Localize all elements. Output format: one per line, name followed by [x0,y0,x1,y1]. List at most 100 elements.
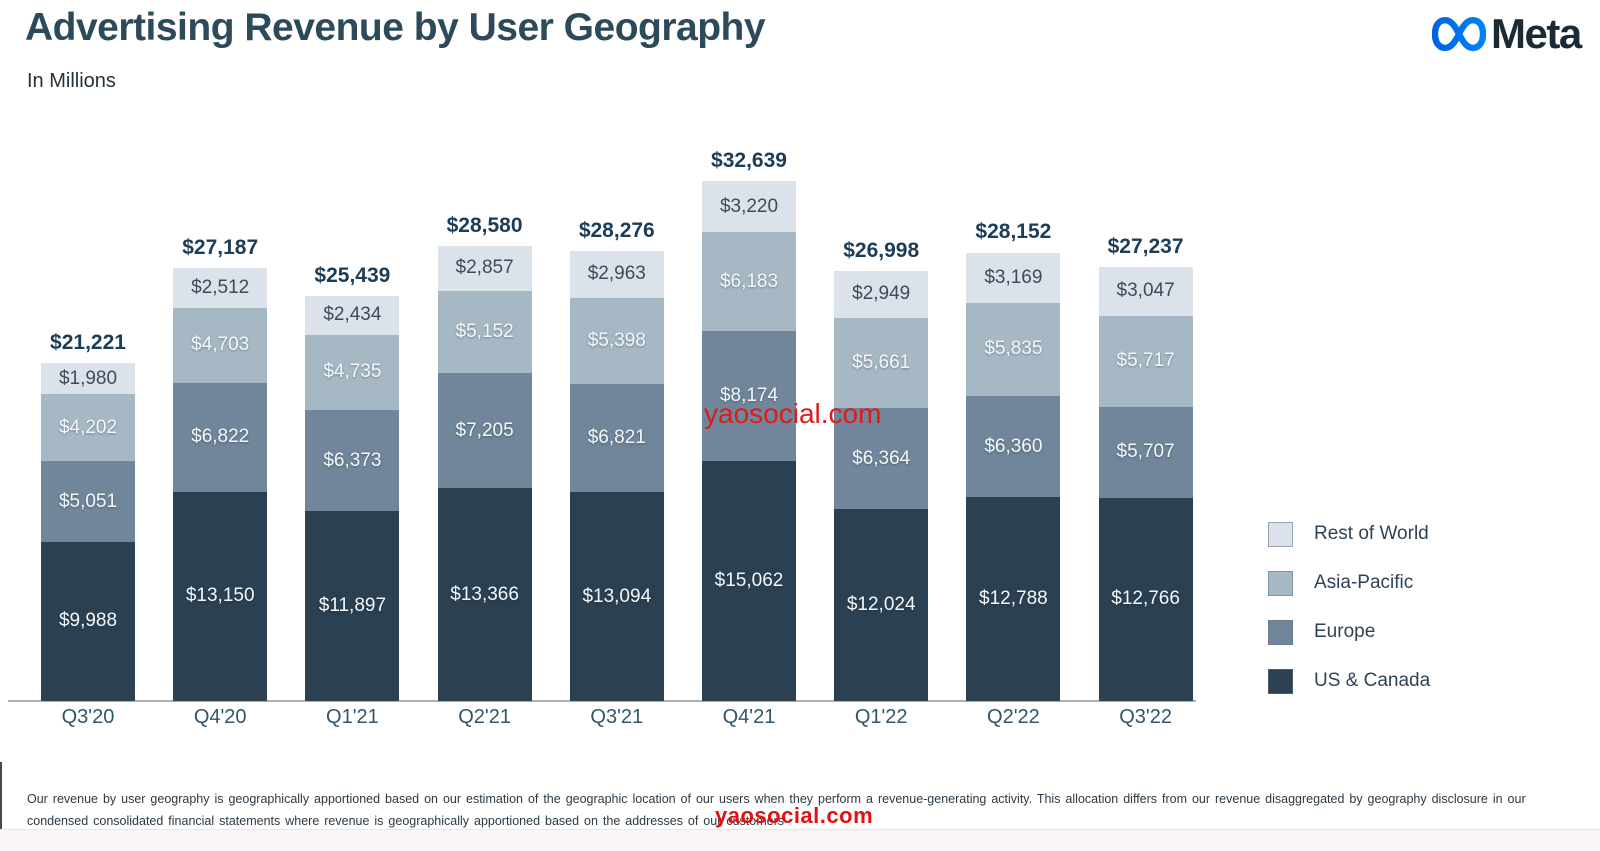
segment-value-label: $11,897 [318,595,387,617]
bar-total-label: $25,439 [314,263,391,287]
bar-segment-rest-of-world: $3,169 [966,252,1061,303]
bar-total-label: $28,580 [446,213,523,237]
segment-value-label: $9,988 [58,610,118,632]
bar-segment-rest-of-world: $2,434 [305,295,400,335]
legend: Rest of World Asia-Pacific Europe US & Cana… [1268,521,1430,717]
bar-segment-europe: $6,360 [966,395,1061,498]
left-edge-line [0,762,2,829]
meta-logo: Meta [1432,10,1582,57]
legend-item: Rest of World [1268,521,1430,547]
bar-total-label: $28,152 [975,220,1052,244]
legend-swatch [1268,668,1293,694]
segment-value-label: $5,661 [852,351,911,373]
x-axis-label: Q3'22 [1119,706,1172,728]
segment-value-label: $3,169 [984,266,1043,288]
bar-segment-europe: $6,364 [834,408,929,510]
segment-value-label: $5,398 [587,329,646,351]
x-axis-label: Q2'21 [458,706,511,728]
bar-total-label: $27,187 [182,235,259,259]
page-title: Advertising Revenue by User Geography [25,6,766,49]
segment-value-label: $15,062 [714,570,784,592]
bar-segment-rest-of-world: $3,220 [702,181,796,233]
legend-swatch [1268,570,1293,596]
segment-value-label: $5,051 [58,490,118,512]
segment-value-label: $4,735 [323,361,382,383]
bar-segment-europe: $6,822 [173,382,268,492]
bar-total-label: $27,237 [1107,235,1184,259]
bar-segment-rest-of-world: $2,963 [569,250,664,298]
segment-value-label: $1,980 [58,367,118,389]
watermark-center: yaosocial.com [704,398,882,429]
segment-value-label: $7,205 [455,419,514,441]
bar-segment-europe: $6,821 [569,383,664,493]
x-axis-label: Q4'21 [722,706,776,728]
bar-segment-rest-of-world: $2,512 [173,267,268,308]
segment-value-label: $13,094 [582,585,652,607]
segment-value-label: $6,360 [984,435,1043,457]
legend-item: Europe [1268,619,1430,645]
bar-segment-europe: $6,373 [305,409,400,512]
bar-segment-us-canada: $13,150 [173,491,268,701]
bar-segment-us-canada: $9,988 [41,541,135,701]
segment-value-label: $13,366 [450,583,519,605]
bar-segment-us-canada: $12,788 [966,497,1061,701]
bar-total-label: $28,276 [578,218,655,242]
segment-value-label: $6,821 [587,427,646,449]
bar-total-label: $26,998 [843,238,920,262]
x-axis-label: Q3'21 [590,706,644,728]
segment-value-label: $2,512 [191,276,250,298]
segment-value-label: $5,707 [1116,441,1175,463]
bar-segment-europe: $7,205 [437,373,532,489]
legend-swatch [1268,619,1293,645]
segment-value-label: $5,835 [984,338,1043,360]
segment-value-label: $2,963 [587,263,646,285]
page-subtitle: In Millions [27,70,116,92]
bar-segment-asia-pacific: $4,703 [173,307,268,383]
bar-segment-asia-pacific: $5,717 [1098,315,1193,407]
bar-segment-europe: $8,174 [702,330,796,462]
segment-value-label: $12,788 [979,588,1048,610]
bar-segment-europe: $5,051 [41,461,135,542]
bar-segment-us-canada: $12,766 [1098,497,1193,701]
bar-segment-asia-pacific: $5,398 [569,297,664,384]
bar-segment-rest-of-world: $3,047 [1098,267,1193,316]
footnote-line-2: condensed consolidated financial stateme… [27,813,784,828]
segment-value-label: $2,949 [852,283,911,305]
x-axis-label: Q1'21 [326,706,379,728]
x-axis-label: Q3'20 [61,706,115,728]
bar-segment-us-canada: $13,094 [569,492,664,701]
segment-value-label: $5,152 [455,321,514,343]
x-axis-label: Q1'22 [854,706,908,728]
segment-value-label: $8,174 [719,384,779,406]
bar-segment-rest-of-world: $2,949 [834,270,929,318]
bar-segment-asia-pacific: $5,661 [834,317,929,409]
segment-value-label: $6,364 [852,447,911,469]
bar-segment-asia-pacific: $5,835 [966,302,1061,396]
bar-segment-asia-pacific: $6,183 [702,232,796,331]
segment-value-label: $5,717 [1116,350,1175,372]
x-axis-line [8,700,1196,702]
legend-swatch [1268,521,1293,547]
bar-segment-us-canada: $15,062 [702,461,796,701]
legend-label: US & Canada [1314,670,1431,691]
legend-item: US & Canada [1268,668,1430,694]
x-axis-label: Q2'22 [987,706,1040,728]
legend-item: Asia-Pacific [1268,570,1430,596]
bar-segment-us-canada: $13,366 [437,488,532,701]
segment-value-label: $4,202 [58,416,118,438]
meta-wordmark: Meta [1491,10,1582,57]
footnote-line-1: Our revenue by user geography is geograp… [27,792,1526,806]
bar-total-label: $21,221 [50,330,126,354]
segment-value-label: $12,024 [846,594,916,616]
x-axis-label: Q4'20 [193,706,247,728]
segment-value-label: $6,822 [191,426,250,448]
bar-total-label: $32,639 [711,149,787,172]
segment-value-label: $12,766 [1111,588,1180,610]
meta-infinity-icon [1432,15,1486,53]
bar-segment-us-canada: $11,897 [305,511,400,701]
segment-value-label: $3,220 [719,195,779,217]
bar-segment-asia-pacific: $4,202 [41,394,135,462]
bottom-strip [0,829,1600,851]
legend-label: Asia-Pacific [1314,572,1414,593]
